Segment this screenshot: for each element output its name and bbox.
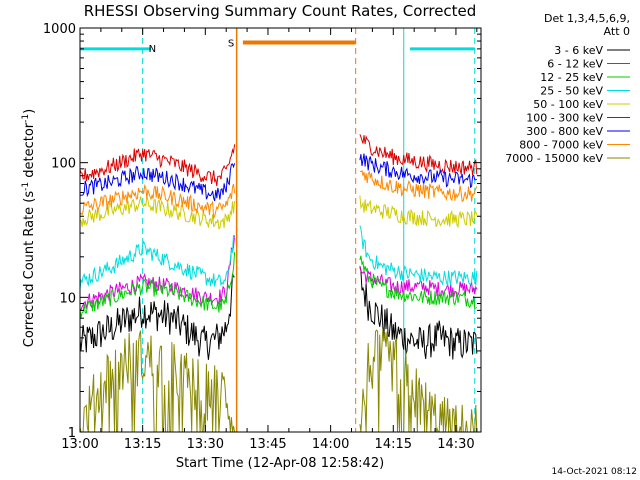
- x-axis-label: Start Time (12-Apr-08 12:58:42): [176, 456, 384, 471]
- legend-label: 6 - 12 keV: [547, 58, 603, 71]
- x-tick-label: 13:15: [124, 437, 161, 452]
- y-tick-label: 100: [51, 157, 76, 172]
- x-tick-label: 14:30: [437, 437, 474, 452]
- x-tick-label: 14:00: [312, 437, 349, 452]
- series-line-3: [79, 225, 478, 289]
- legend-label: 25 - 50 keV: [540, 85, 603, 98]
- x-tick-label: 13:45: [249, 437, 286, 452]
- series-line-0: [79, 266, 478, 360]
- plot-frame: [79, 27, 482, 433]
- x-tick-label: 13:30: [187, 437, 224, 452]
- y-axis-label: Corrected Count Rate (s-1 detector-1): [21, 109, 37, 347]
- y-tick-label: 1000: [43, 22, 76, 37]
- legend-header-line: Att 0: [604, 25, 630, 38]
- y-tick-label: 1: [68, 426, 76, 441]
- legend-label: 3 - 6 keV: [554, 44, 603, 57]
- chart-title: RHESSI Observing Summary Count Rates, Co…: [84, 2, 477, 20]
- series-line-7: [79, 169, 478, 220]
- y-tick-label: 10: [59, 291, 76, 306]
- series-line-2: [79, 252, 478, 318]
- timestamp: 14-Oct-2021 08:12: [552, 467, 637, 477]
- legend-label: 300 - 800 keV: [526, 125, 603, 138]
- legend-label: 800 - 7000 keV: [519, 139, 603, 152]
- legend-label: 7000 - 15000 keV: [505, 152, 603, 165]
- series-line-5: [79, 134, 478, 187]
- legend-label: 100 - 300 keV: [526, 112, 603, 125]
- night-marker-label: N: [149, 44, 156, 55]
- series-line-6: [79, 153, 478, 202]
- x-tick-label: 14:15: [375, 437, 412, 452]
- x-tick-label: 13:00: [61, 437, 98, 452]
- series-line-4: [79, 195, 478, 230]
- legend-label: 50 - 100 keV: [533, 98, 603, 111]
- legend-label: 12 - 25 keV: [540, 71, 603, 84]
- legend-header-line: Det 1,3,4,5,6,9,: [544, 12, 630, 25]
- axes: 13:00 13:15 13:30 13:45 14:00 14:15 14:30 1 10 10…: [43, 22, 482, 452]
- saa-marker-label: S: [228, 39, 234, 50]
